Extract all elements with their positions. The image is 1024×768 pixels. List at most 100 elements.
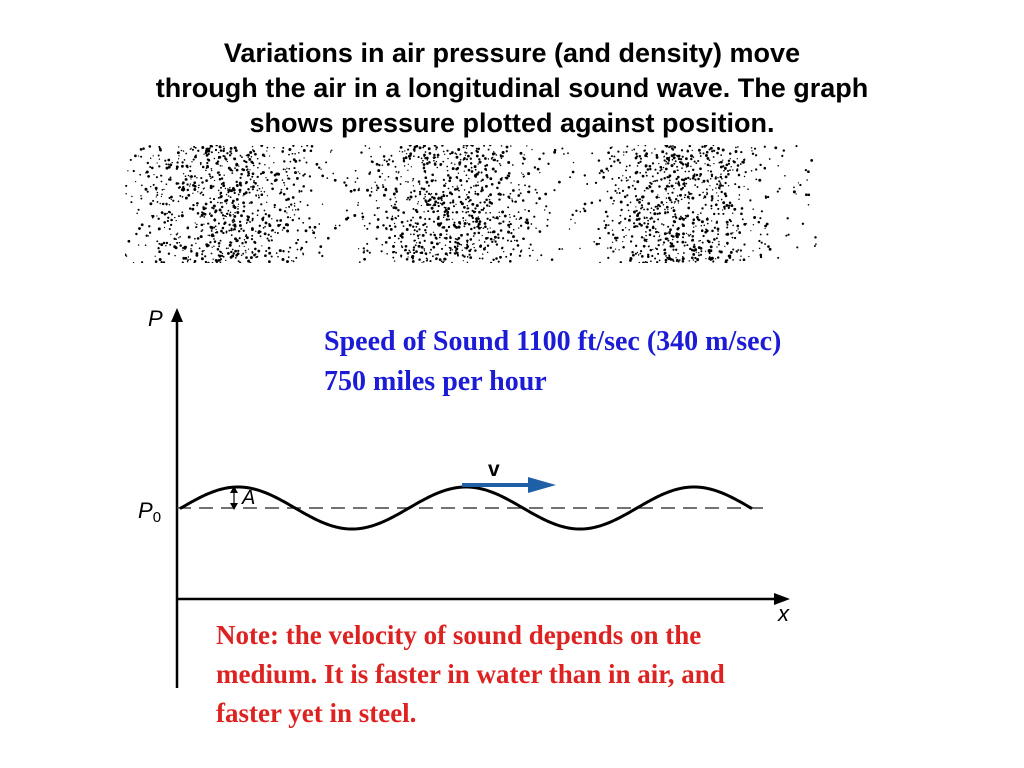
air-molecule-dot bbox=[717, 195, 720, 197]
air-molecule-dot bbox=[368, 194, 372, 197]
air-molecule-dot bbox=[302, 253, 305, 256]
air-molecule-dot bbox=[702, 152, 705, 155]
air-molecule-dot bbox=[412, 177, 415, 180]
air-molecule-dot bbox=[382, 185, 385, 189]
velocity-arrowhead bbox=[528, 477, 556, 493]
air-molecule-dot bbox=[242, 168, 246, 172]
air-molecule-dot bbox=[395, 190, 399, 193]
air-molecule-dot bbox=[685, 182, 688, 185]
air-molecule-dot bbox=[299, 200, 302, 203]
air-molecule-dot bbox=[449, 236, 452, 240]
air-molecule-dot bbox=[247, 156, 249, 159]
air-molecule-dot bbox=[229, 150, 232, 153]
air-molecule-dot bbox=[141, 261, 144, 263]
air-molecule-dot bbox=[647, 219, 649, 222]
air-molecule-dot bbox=[729, 158, 731, 160]
air-molecule-dot bbox=[214, 218, 216, 220]
air-molecule-dot bbox=[425, 156, 429, 160]
air-molecule-dot bbox=[238, 188, 242, 192]
air-molecule-dot bbox=[726, 243, 729, 246]
air-molecule-dot bbox=[168, 204, 171, 206]
air-molecule-dot bbox=[747, 188, 749, 191]
air-molecule-dot bbox=[208, 213, 211, 216]
air-molecule-dot bbox=[308, 217, 311, 220]
air-molecule-dot bbox=[345, 217, 348, 221]
air-molecule-dot bbox=[297, 208, 300, 211]
air-molecule-dot bbox=[652, 180, 655, 183]
air-molecule-dot bbox=[470, 214, 474, 218]
air-molecule-dot bbox=[429, 194, 432, 196]
air-molecule-dot bbox=[222, 217, 225, 220]
air-molecule-dot bbox=[712, 156, 715, 158]
air-molecule-dot bbox=[638, 198, 642, 201]
air-molecule-dot bbox=[512, 235, 515, 239]
air-molecule-dot bbox=[385, 210, 388, 213]
air-molecule-dot bbox=[663, 156, 665, 158]
air-molecule-dot bbox=[288, 205, 291, 208]
air-molecule-dot bbox=[194, 222, 196, 224]
air-molecule-dot bbox=[618, 192, 621, 194]
air-molecule-dot bbox=[420, 157, 423, 160]
air-molecule-dot bbox=[717, 146, 720, 150]
air-molecule-dot bbox=[536, 191, 538, 194]
air-molecule-dot bbox=[766, 195, 770, 199]
air-molecule-dot bbox=[687, 233, 689, 236]
air-molecule-dot bbox=[332, 172, 335, 175]
air-molecule-dot bbox=[807, 170, 810, 174]
air-molecule-dot bbox=[231, 187, 235, 190]
air-molecule-dot bbox=[160, 211, 164, 214]
air-molecule-dot bbox=[154, 255, 156, 257]
air-molecule-dot bbox=[381, 243, 384, 246]
air-molecule-dot bbox=[472, 210, 476, 214]
air-molecule-dot bbox=[725, 203, 729, 207]
air-molecule-dot bbox=[223, 222, 226, 226]
air-molecule-dot bbox=[636, 165, 639, 167]
air-molecule-dot bbox=[673, 146, 677, 149]
air-molecule-dot bbox=[298, 191, 301, 193]
air-molecule-dot bbox=[442, 193, 444, 196]
air-molecule-dot bbox=[568, 228, 571, 230]
air-molecule-dot bbox=[164, 159, 167, 162]
air-molecule-dot bbox=[677, 252, 679, 255]
air-molecule-dot bbox=[457, 254, 459, 257]
air-molecule-dot bbox=[448, 246, 451, 249]
air-molecule-dot bbox=[283, 210, 287, 213]
air-molecule-dot bbox=[167, 163, 170, 166]
air-molecule-dot bbox=[636, 225, 639, 228]
air-molecule-dot bbox=[640, 224, 643, 227]
air-molecule-dot bbox=[530, 223, 533, 225]
air-molecule-dot bbox=[489, 193, 492, 197]
air-molecule-dot bbox=[639, 249, 643, 253]
air-molecule-dot bbox=[439, 242, 441, 244]
air-molecule-dot bbox=[621, 189, 625, 193]
air-molecule-dot bbox=[695, 162, 698, 164]
air-molecule-dot bbox=[223, 147, 225, 150]
air-molecule-dot bbox=[645, 231, 647, 233]
air-molecule-dot bbox=[671, 238, 674, 241]
air-molecule-dot bbox=[399, 146, 403, 149]
air-molecule-dot bbox=[200, 223, 204, 227]
air-molecule-dot bbox=[654, 257, 657, 260]
air-molecule-dot bbox=[378, 207, 380, 209]
air-molecule-dot bbox=[333, 178, 337, 182]
air-molecule-dot bbox=[181, 214, 184, 218]
air-molecule-density-band bbox=[125, 145, 817, 263]
air-molecule-dot bbox=[227, 247, 229, 249]
air-molecule-dot bbox=[318, 251, 321, 254]
air-molecule-dot bbox=[424, 193, 426, 196]
air-molecule-dot bbox=[722, 185, 724, 187]
air-molecule-dot bbox=[273, 179, 277, 182]
air-molecule-dot bbox=[659, 169, 662, 172]
air-molecule-dot bbox=[376, 225, 380, 229]
air-molecule-dot bbox=[730, 204, 734, 208]
air-molecule-dot bbox=[447, 174, 450, 177]
air-molecule-dot bbox=[256, 157, 259, 160]
air-molecule-dot bbox=[149, 185, 152, 188]
air-molecule-dot bbox=[377, 169, 381, 173]
air-molecule-dot bbox=[433, 163, 437, 166]
air-molecule-dot bbox=[200, 257, 204, 261]
air-molecule-dot bbox=[270, 255, 273, 258]
air-molecule-dot bbox=[434, 192, 438, 196]
air-molecule-dot bbox=[688, 234, 691, 237]
air-molecule-dot bbox=[490, 202, 494, 205]
